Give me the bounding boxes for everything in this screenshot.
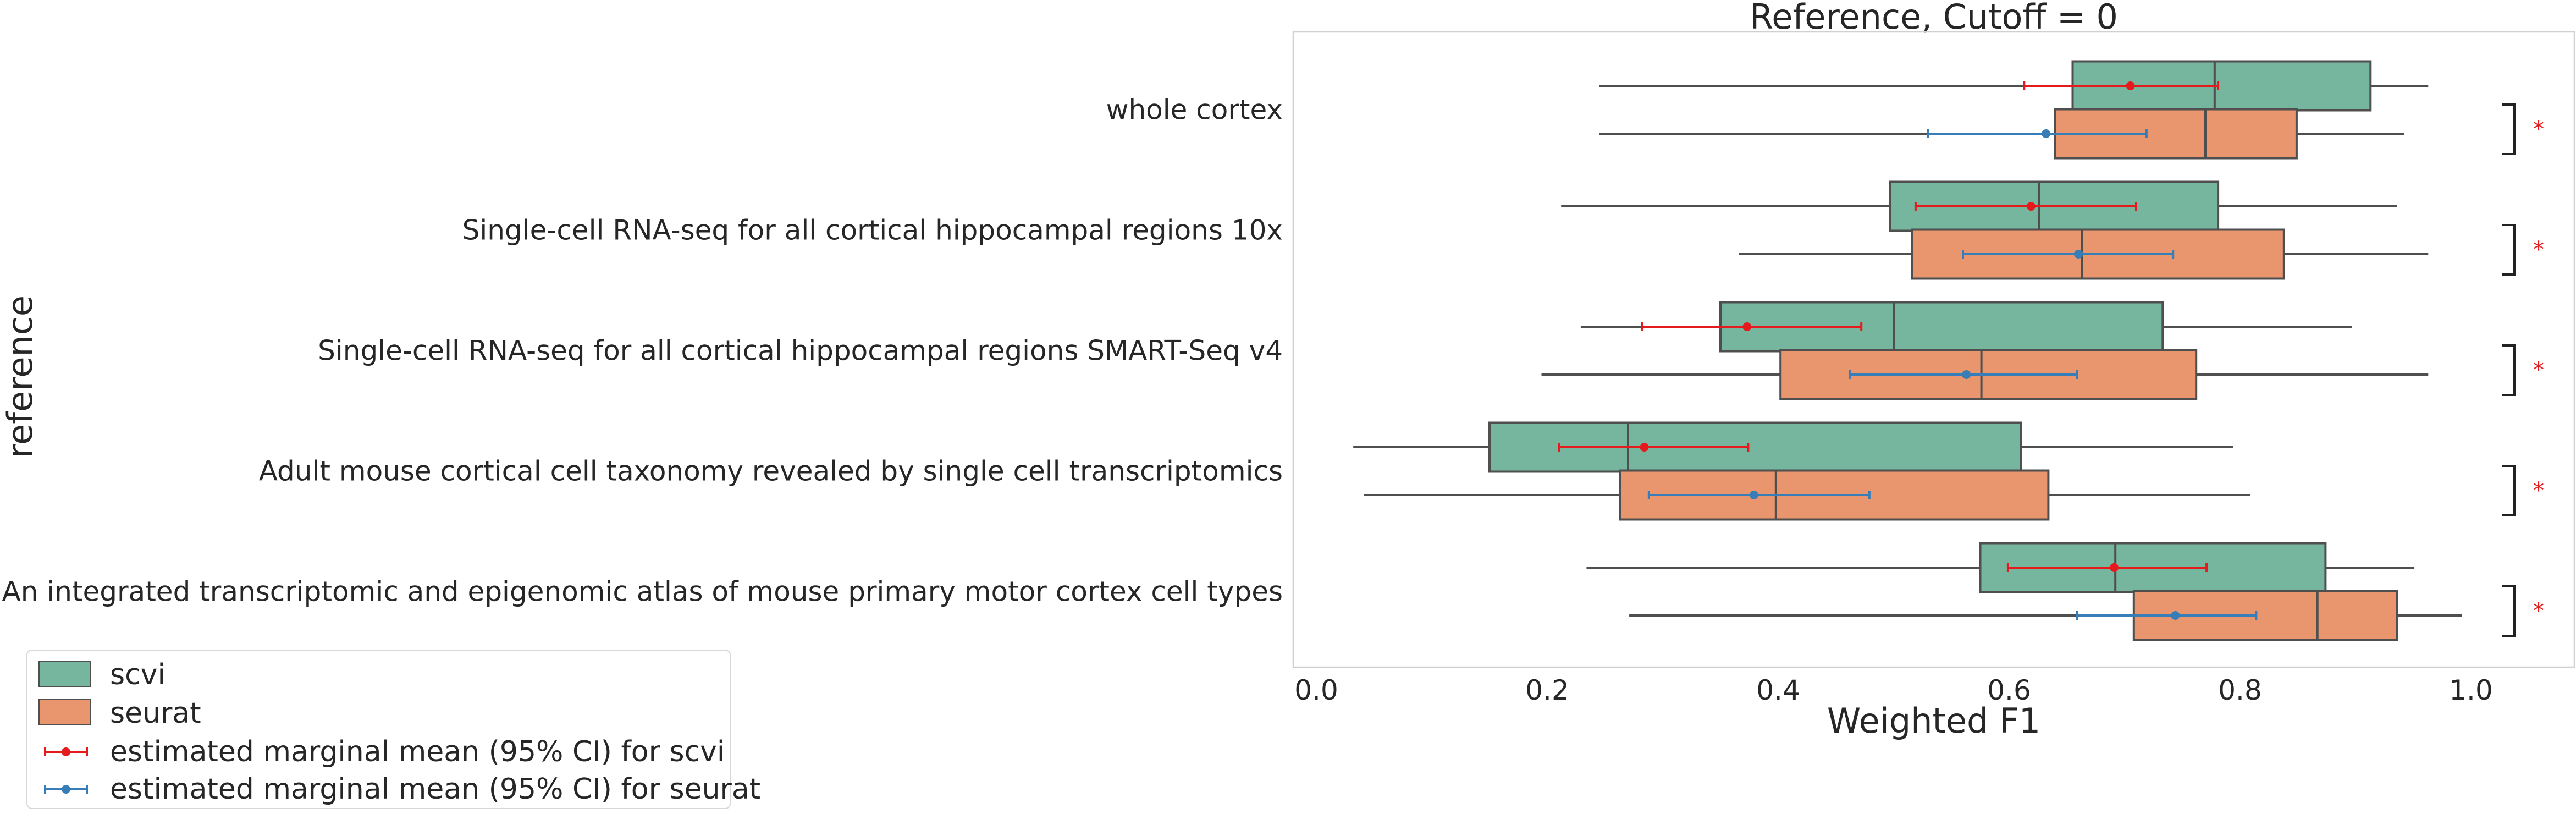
mean-point-seurat-0 [2042,129,2051,138]
significance-bracket-0 [2502,103,2516,155]
x-axis-label: Weighted F1 [1827,701,2040,741]
legend-swatch-seurat [38,697,93,730]
legend-mean-point-0 [62,747,70,756]
mean-point-seurat-4 [2171,611,2180,620]
significance-markers: * * * * * [2502,103,2544,637]
mean-point-scvi-1 [2026,202,2036,211]
legend-errorbar-seurat [38,773,93,806]
mean-point-seurat-1 [2074,250,2083,259]
mean-point-seurat-3 [1749,491,1758,499]
x-tick-label-5: 1.0 [2449,674,2493,706]
y-tick-label-3: Adult mouse cortical cell taxonomy revea… [259,455,1283,487]
marginal-mean-intervals [1558,81,2258,620]
significance-star-1: * [2533,237,2544,262]
significance-star-0: * [2533,117,2544,142]
legend-item-seurat: seurat [38,697,201,730]
y-axis-label: reference [0,295,40,458]
plot-area-frame [1292,31,2575,668]
x-tick-labels: 0.0 0.2 0.4 0.6 0.8 1.0 [1294,674,2493,706]
significance-bracket-2 [2502,344,2516,396]
legend: scvi seurat estimated marginal mean (95%… [26,650,760,809]
mean-point-scvi-0 [2126,81,2135,90]
y-tick-label-0: whole cortex [1106,94,1283,126]
significance-bracket-1 [2502,224,2516,276]
chart-title: Reference, Cutoff = 0 [1750,0,2118,37]
significance-bracket-4 [2502,585,2516,637]
significance-star-3: * [2533,478,2544,503]
legend-swatch-scvi [38,658,93,691]
x-tick-label-4: 0.8 [2218,674,2262,706]
legend-errorbar-scvi [38,735,93,768]
x-tick-label-2: 0.4 [1756,674,1800,706]
legend-mean-point-1 [62,785,70,794]
y-tick-label-1: Single-cell RNA-seq for all cortical hip… [462,215,1283,246]
legend-label-mean-scvi: estimated marginal mean (95% CI) for scv… [110,735,725,768]
legend-item-mean-seurat: estimated marginal mean (95% CI) for seu… [38,773,760,806]
mean-point-scvi-4 [2110,563,2119,572]
y-tick-label-2: Single-cell RNA-seq for all cortical hip… [318,335,1283,367]
box-plots [1353,60,2462,641]
mean-point-seurat-2 [1962,370,1971,379]
legend-label-seurat: seurat [110,697,201,730]
x-tick-label-0: 0.0 [1294,674,1338,706]
legend-item-mean-scvi: estimated marginal mean (95% CI) for scv… [38,735,725,768]
y-tick-label-4: An integrated transcriptomic and epigeno… [2,576,1283,608]
legend-label-scvi: scvi [110,658,166,691]
significance-bracket-3 [2502,465,2516,516]
significance-star-2: * [2533,358,2544,383]
x-tick-label-3: 0.6 [1987,674,2031,706]
x-tick-label-1: 0.2 [1525,674,1569,706]
y-tick-labels: whole cortex Single-cell RNA-seq for all … [2,94,1283,608]
legend-item-scvi: scvi [38,658,166,691]
mean-point-scvi-3 [1640,443,1649,452]
mean-point-scvi-2 [1742,322,1752,331]
legend-label-mean-seurat: estimated marginal mean (95% CI) for seu… [110,773,761,806]
significance-star-4: * [2533,598,2544,624]
